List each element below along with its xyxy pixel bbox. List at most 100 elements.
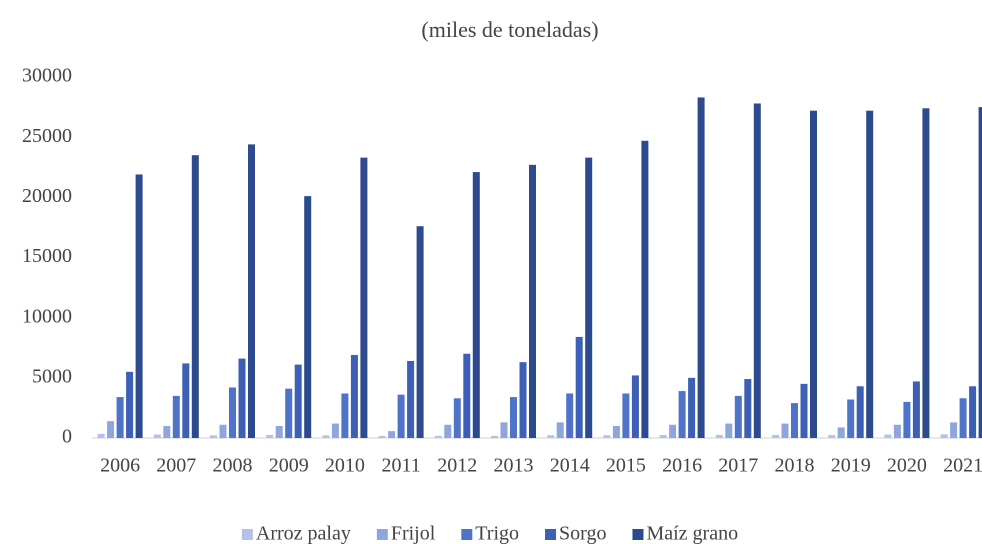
bar (153, 434, 161, 438)
y-tick-label: 25000 (22, 125, 72, 147)
legend-label: Frijol (391, 523, 436, 544)
bar (903, 401, 911, 438)
legend-swatch (461, 529, 473, 540)
bar (688, 377, 696, 438)
bar (304, 196, 312, 438)
bar (893, 424, 901, 438)
bar (388, 431, 396, 438)
bar (856, 386, 864, 438)
bar (472, 172, 480, 438)
bar (828, 435, 836, 438)
bar (163, 425, 171, 438)
bar (866, 110, 874, 439)
x-tick-label: 2017 (718, 455, 758, 477)
bar (978, 107, 982, 438)
bar (97, 433, 105, 438)
x-tick-label: 2009 (269, 455, 309, 477)
bar (135, 174, 143, 438)
legend-label: Sorgo (559, 523, 606, 544)
x-tick-label: 2019 (831, 455, 871, 477)
y-tick-label: 20000 (22, 185, 72, 207)
bar (884, 434, 892, 438)
chart-title: (miles de toneladas) (421, 17, 598, 42)
bar (631, 375, 639, 438)
bar (969, 386, 977, 438)
bar (912, 381, 920, 438)
x-tick-label: 2020 (887, 455, 927, 477)
bar (697, 97, 705, 438)
bar (434, 435, 442, 438)
bar (622, 393, 630, 438)
y-tick-label: 15000 (22, 245, 72, 267)
bar (641, 140, 649, 438)
bar (575, 336, 583, 438)
bar (800, 383, 808, 438)
bar (416, 226, 424, 438)
bar (331, 423, 339, 438)
bar (659, 434, 667, 438)
bar (556, 422, 564, 438)
bar (238, 358, 246, 438)
legend-swatch (545, 529, 557, 540)
bar (669, 424, 677, 438)
bar (734, 395, 742, 438)
y-tick-label: 0 (62, 426, 72, 448)
bar (791, 403, 798, 438)
x-tick-label: 2006 (100, 455, 140, 477)
y-tick-label: 30000 (22, 65, 72, 87)
bar (715, 434, 723, 438)
bar (678, 391, 686, 438)
bar (453, 398, 461, 438)
bar (444, 424, 452, 438)
bar (566, 393, 574, 438)
legend-swatch (241, 529, 253, 540)
bar (510, 397, 517, 438)
bar (547, 435, 555, 438)
x-tick-label: 2018 (775, 455, 815, 477)
bar (519, 362, 527, 438)
legend-label: Arroz palay (256, 523, 351, 544)
bar (491, 435, 498, 438)
legend-swatch (632, 529, 644, 540)
bar (107, 421, 115, 438)
bar (407, 360, 415, 438)
y-tick-label: 5000 (32, 365, 72, 387)
bar (397, 394, 405, 438)
x-tick-label: 2014 (550, 455, 590, 477)
x-tick-label: 2007 (156, 455, 196, 477)
x-tick-label: 2016 (662, 455, 702, 477)
x-tick-label: 2008 (213, 455, 253, 477)
bar (266, 434, 274, 438)
bar (603, 435, 611, 438)
bar (275, 425, 283, 438)
bar (294, 364, 302, 438)
x-tick-label: 2010 (325, 455, 365, 477)
bar (959, 398, 967, 438)
bar (950, 422, 958, 438)
bar (341, 393, 349, 438)
bar (378, 435, 386, 438)
bar (753, 103, 761, 439)
bar (248, 144, 255, 439)
bar (529, 164, 536, 439)
y-tick-label: 10000 (22, 305, 72, 327)
bar (922, 108, 930, 438)
bar (585, 157, 593, 438)
x-tick-label: 2015 (606, 455, 646, 477)
bar (847, 399, 855, 438)
bar (172, 395, 180, 438)
bar (781, 423, 789, 438)
bar (210, 435, 217, 438)
x-tick-label: 2012 (437, 455, 477, 477)
bar (285, 388, 293, 438)
bar (612, 425, 620, 438)
bar (837, 427, 845, 438)
bar (229, 387, 236, 438)
bar (191, 155, 199, 438)
bar (940, 434, 948, 438)
bar (322, 435, 330, 438)
bar (810, 110, 817, 439)
x-tick-label: 2013 (494, 455, 534, 477)
bar (744, 379, 752, 438)
